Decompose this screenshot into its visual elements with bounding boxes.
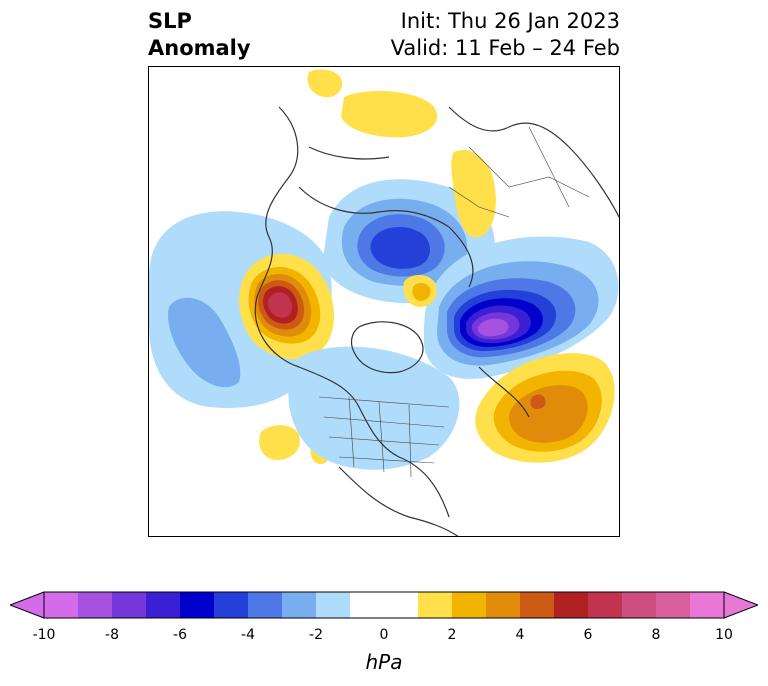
forecast-dates: Init: Thu 26 Jan 2023 Valid: 11 Feb – 24… [391, 8, 620, 62]
init-date: Init: Thu 26 Jan 2023 [400, 9, 620, 33]
colorbar-extend-left [10, 591, 45, 619]
colorbar-tick-label: 4 [515, 627, 525, 643]
colorbar-segment [180, 592, 215, 618]
atlantic-high-anomaly [475, 353, 615, 463]
colorbar-segment [384, 592, 419, 618]
colorbar-segment [554, 592, 589, 618]
siberian-low-anomaly [424, 236, 619, 379]
colorbar-tick-label: -8 [105, 627, 119, 643]
colorbar-segment [520, 592, 555, 618]
chart-title: SLP Anomaly [148, 8, 251, 62]
coastlines [254, 106, 619, 536]
minor-high-anomalies [259, 69, 496, 465]
colorbar-segments [44, 592, 725, 618]
colorbar-tick-label: -4 [241, 627, 255, 643]
north-america-low-anomaly [288, 346, 460, 470]
colorbar-segment [146, 592, 181, 618]
title-line-2: Anomaly [148, 36, 251, 60]
western-high-anomaly [239, 253, 334, 360]
valid-range: Valid: 11 Feb – 24 Feb [390, 36, 620, 60]
colorbar-tick-label: 6 [583, 627, 593, 643]
title-line-1: SLP [148, 9, 192, 33]
colorbar-segment [282, 592, 317, 618]
colorbar-segment [248, 592, 283, 618]
colorbar-tick-label: 10 [715, 627, 733, 643]
map-panel [148, 66, 620, 537]
colorbar-segment [112, 592, 147, 618]
colorbar-segment [316, 592, 351, 618]
colorbar-tick-label: -6 [173, 627, 187, 643]
colorbar-tick-label: 0 [379, 627, 389, 643]
colorbar-units: hPa [365, 650, 403, 674]
colorbar-tick-label: -2 [309, 627, 323, 643]
colorbar-segment [486, 592, 521, 618]
colorbar-segment [418, 592, 453, 618]
colorbar-frame [43, 591, 725, 619]
colorbar-segment [350, 592, 385, 618]
colorbar-tick-label: -10 [32, 627, 56, 643]
colorbar-extend-right [723, 591, 758, 619]
colorbar-segment [690, 592, 725, 618]
colorbar [10, 591, 758, 619]
colorbar-tick-label: 8 [651, 627, 661, 643]
colorbar-segment [656, 592, 691, 618]
arctic-low-anomaly [323, 179, 495, 304]
anomaly-map [149, 69, 619, 536]
colorbar-segment [214, 592, 249, 618]
colorbar-segment [452, 592, 487, 618]
colorbar-segment [44, 592, 79, 618]
colorbar-tick-label: 2 [447, 627, 457, 643]
colorbar-segment [622, 592, 657, 618]
colorbar-segment [78, 592, 113, 618]
political-borders [318, 126, 590, 478]
colorbar-segment [588, 592, 623, 618]
